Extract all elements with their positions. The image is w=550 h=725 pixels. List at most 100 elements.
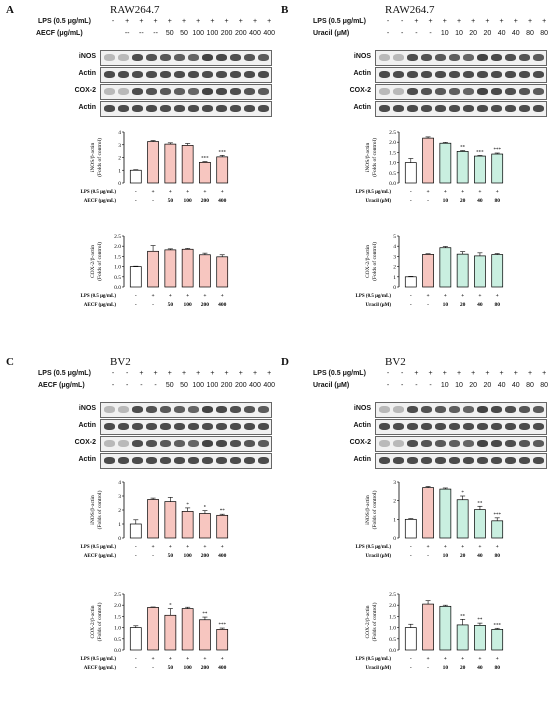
x-tick-label: + [478,293,481,299]
y-axis-label: (Folds of control) [371,242,378,281]
treatment-value: + [428,18,433,25]
blot-band [230,440,241,447]
blot-band [435,406,446,413]
blot-band [118,71,129,78]
blot-band [216,88,227,95]
blot-band [505,71,516,78]
blot-label: Actin [353,104,372,111]
blot-band [244,406,255,413]
blot-band [146,440,157,447]
bar [474,155,486,184]
western-blot-actin [100,101,272,117]
chart-holder: COX-2/β-actin (Folds of control) 0.0 0.5 1.0… [337,590,527,725]
blot-band [491,71,502,78]
x-tick-label: + [186,293,189,299]
blot-band [407,440,418,447]
y-axis-label: COX-2/β-actin [90,605,96,638]
treatment-value: 400 [249,382,261,389]
blot-band [491,423,502,430]
treatment-value: + [252,18,258,25]
blot-band [146,54,157,61]
blot-band [202,406,213,413]
treatment-value: 40 [497,30,506,37]
treatment-value: + [210,370,215,377]
x-tick-label: - [135,189,137,195]
panel-label: A [6,4,14,16]
treatment-value: 200 [220,30,233,37]
treatment-value: + [485,370,490,377]
blot-band [230,457,241,464]
y-tick-label: 0.5 [114,637,121,643]
blot-band [104,88,115,95]
panel-title: RAW264.7 [110,4,160,16]
bar [164,143,177,184]
bar [164,249,177,288]
y-axis-label: iNOS/β-actin [90,495,96,525]
western-blot-actin [375,453,547,469]
blot-band [435,88,446,95]
x-tick-label: + [152,293,155,299]
x-tick-label: + [186,656,189,662]
treatment-value: - [386,370,390,377]
blot-band [188,457,199,464]
significance-mark: ** [220,509,226,514]
bar [181,511,194,539]
blot-band [202,457,213,464]
treatment-value: + [181,370,187,377]
y-axis-label: (Folds of control) [96,490,103,529]
blot-band [244,457,255,464]
y-tick-label: 2 [118,508,121,514]
y-tick-label: 0.0 [389,648,396,654]
blot-label: COX-2 [74,87,96,94]
blot-band [160,440,171,447]
bar [181,608,194,651]
x-tick-label: 100 [184,665,193,671]
blot-band [393,440,404,447]
x-tick-label: 20 [460,198,466,204]
treatment-value: - [415,30,418,37]
blot-label: COX-2 [74,439,96,446]
significance-mark: ** [202,612,208,617]
treatment-label: AECF (μg/mL) [36,30,83,37]
y-axis-label: COX-2/β-actin [90,245,96,278]
treatment-value: 200 [234,30,247,37]
significance-mark: ** [460,614,466,619]
x-tick-label: + [152,544,155,550]
blot-band [505,457,516,464]
x-tick-label: 40 [477,553,483,559]
x-tick-label: 50 [168,198,174,204]
y-tick-label: 2.0 [389,140,396,146]
bar [422,603,434,651]
bar [456,151,469,184]
x-tick-label: + [427,656,430,662]
x-tick-label: + [203,189,206,195]
blot-band [463,440,474,447]
blot-band [519,440,530,447]
blot-band [202,105,213,112]
blot-band [188,406,199,413]
blot-band [463,406,474,413]
panel-B: B RAW264.7 LPS (0.5 μg/mL) - - + + + + + + + + + + Urac… [275,0,550,352]
y-tick-label: 1 [118,522,121,528]
x-tick-label: 40 [477,665,483,671]
blot-band [393,457,404,464]
significance-mark: * [169,604,172,609]
bar [216,514,229,539]
blot-band [421,105,432,112]
y-tick-label: 1.5 [114,614,121,620]
treatment-value: + [499,370,504,377]
blot-band [477,406,488,413]
treatment-value: + [252,370,258,377]
blot-band [533,54,544,61]
x-row-label: LPS (0.5 μg/mL) [356,657,392,662]
x-tick-label: - [152,302,154,308]
chart-holder: iNOS/β-actin (Folds of control) 0.0 0.5 1.0 1… [337,128,527,258]
blot-label: COX-2 [349,87,371,94]
treatment-label: LPS (0.5 μg/mL) [313,18,366,25]
x-tick-label: - [135,665,137,671]
y-tick-label: 2 [393,265,396,271]
treatment-value: + [267,18,272,25]
blot-band [146,88,157,95]
treatment-row: LPS (0.5 μg/mL) - - + + + + + + + + + + [275,18,550,28]
bar [199,513,211,539]
